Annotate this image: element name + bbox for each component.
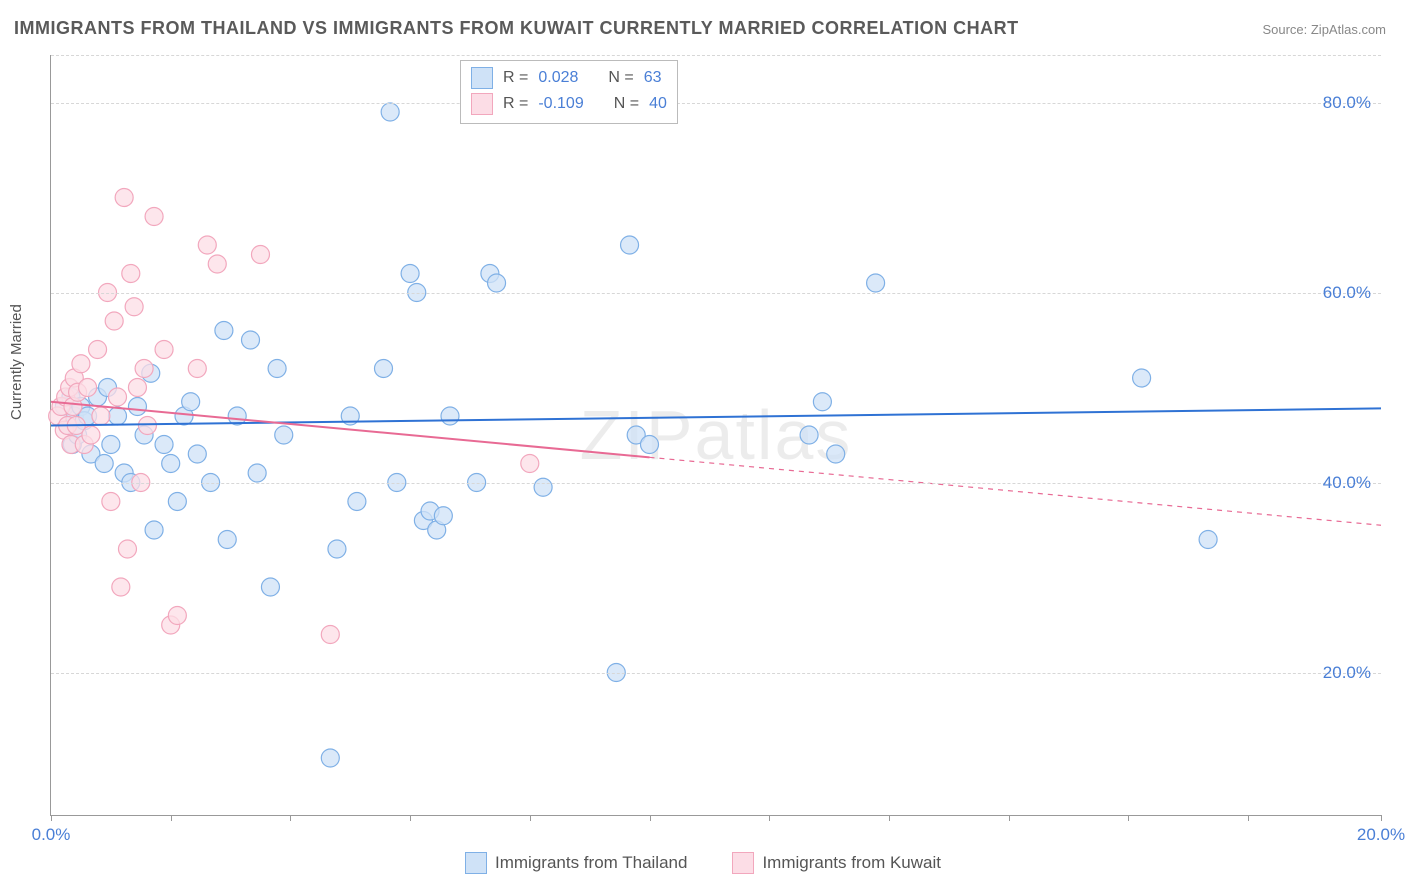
stat-r-thailand: 0.028 — [538, 69, 578, 87]
stat-label-n: N = — [614, 95, 639, 113]
stats-row-thailand: R = 0.028 N = 63 — [471, 65, 667, 91]
y-axis-label: Currently Married — [8, 304, 25, 420]
stat-label-r: R = — [503, 69, 528, 87]
legend-item-kuwait: Immigrants from Kuwait — [732, 852, 941, 874]
stat-n-kuwait: 40 — [649, 95, 667, 113]
stat-n-thailand: 63 — [644, 69, 662, 87]
stat-label-n: N = — [608, 69, 633, 87]
source-attribution: Source: ZipAtlas.com — [1262, 22, 1386, 37]
y-tick-label: 40.0% — [1323, 473, 1371, 493]
plot-area: ZIPatlas 20.0%40.0%60.0%80.0%0.0%20.0% — [50, 55, 1381, 816]
chart-svg — [51, 55, 1381, 815]
swatch-thailand — [471, 67, 493, 89]
bottom-legend: Immigrants from Thailand Immigrants from… — [0, 852, 1406, 874]
legend-label-kuwait: Immigrants from Kuwait — [762, 853, 941, 873]
legend-item-thailand: Immigrants from Thailand — [465, 852, 687, 874]
y-tick-label: 80.0% — [1323, 93, 1371, 113]
y-tick-label: 60.0% — [1323, 283, 1371, 303]
stat-label-r: R = — [503, 95, 528, 113]
swatch-thailand — [465, 852, 487, 874]
chart-title: IMMIGRANTS FROM THAILAND VS IMMIGRANTS F… — [14, 18, 1019, 39]
stat-r-kuwait: -0.109 — [538, 95, 583, 113]
swatch-kuwait — [732, 852, 754, 874]
stats-row-kuwait: R = -0.109 N = 40 — [471, 91, 667, 117]
x-tick-label: 20.0% — [1357, 825, 1405, 845]
x-tick-label: 0.0% — [32, 825, 71, 845]
swatch-kuwait — [471, 93, 493, 115]
y-tick-label: 20.0% — [1323, 663, 1371, 683]
stats-legend-box: R = 0.028 N = 63 R = -0.109 N = 40 — [460, 60, 678, 124]
legend-label-thailand: Immigrants from Thailand — [495, 853, 687, 873]
